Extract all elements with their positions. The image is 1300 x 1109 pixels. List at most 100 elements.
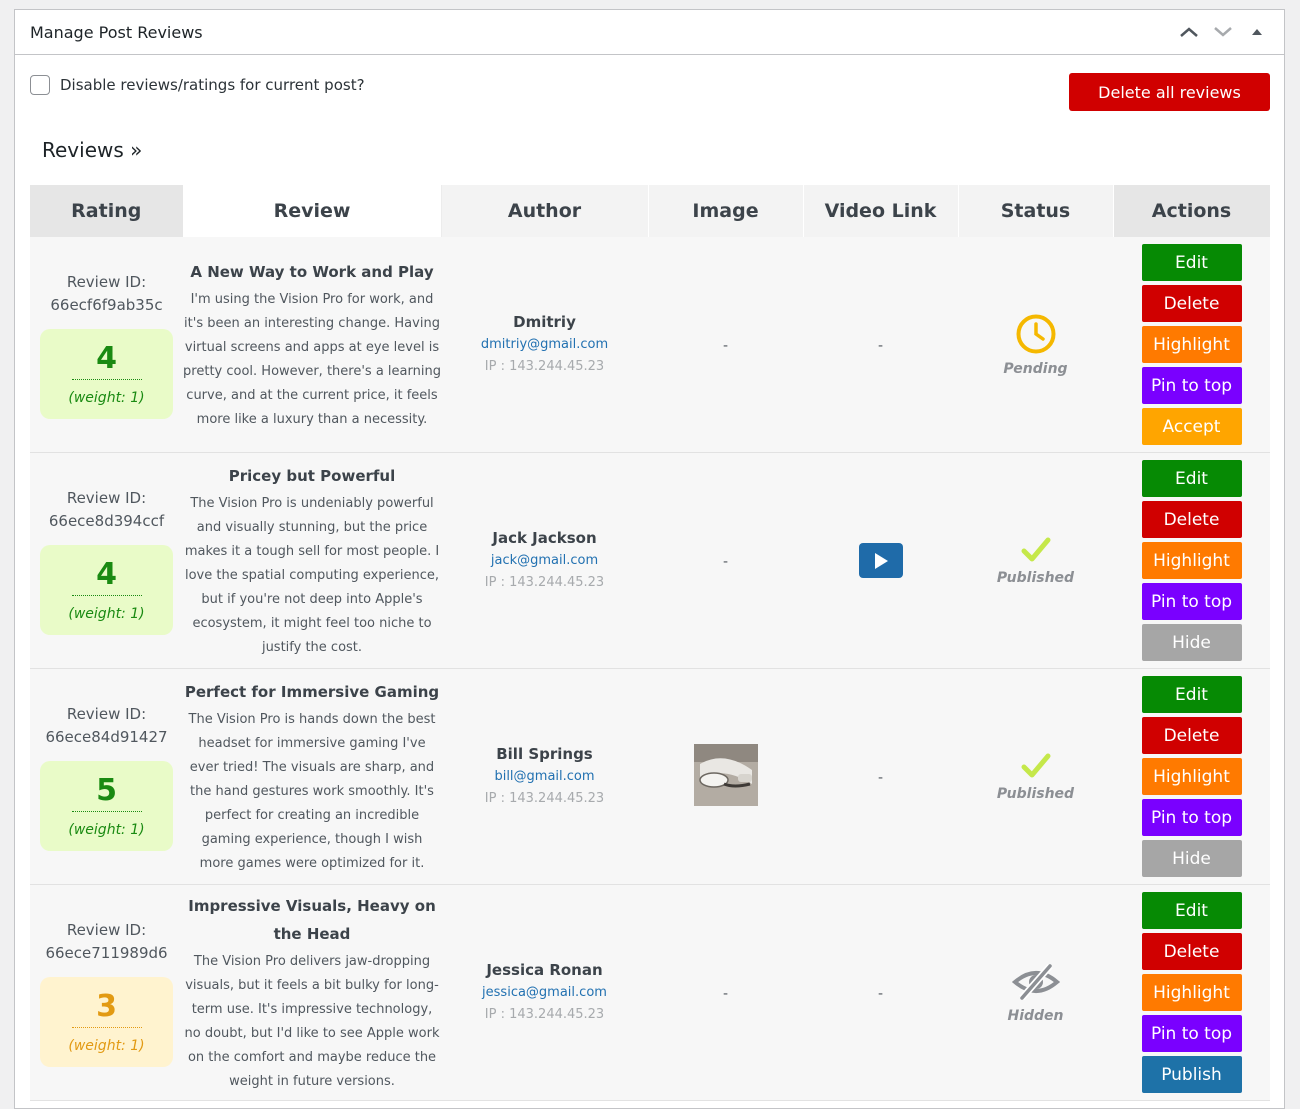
status-label: Published <box>996 569 1075 586</box>
edit-button[interactable]: Edit <box>1141 676 1242 713</box>
disable-reviews-label: Disable reviews/ratings for current post… <box>60 76 365 94</box>
highlight-button[interactable]: Highlight <box>1141 326 1242 363</box>
pin-to-top-button[interactable]: Pin to top <box>1141 1015 1242 1052</box>
edit-button[interactable]: Edit <box>1141 244 1242 281</box>
review-title: Pricey but Powerful <box>228 466 396 485</box>
status-indicator: Hidden <box>958 962 1113 1024</box>
column-header-video-link: Video Link <box>803 185 959 237</box>
delete-all-reviews-button[interactable]: Delete all reviews <box>1069 73 1270 111</box>
author-name: Jessica Ronan <box>486 961 603 979</box>
image-cell: - <box>648 884 803 1101</box>
review-title: Perfect for Immersive Gaming <box>184 682 440 701</box>
rating-box: 5 (weight: 1) <box>40 760 173 851</box>
delete-button[interactable]: Delete <box>1141 717 1242 754</box>
accept-button[interactable]: Accept <box>1141 408 1242 445</box>
status-label: Published <box>996 785 1075 802</box>
rating-value: 4 <box>71 341 142 380</box>
rating-weight: (weight: 1) <box>68 389 145 406</box>
metabox-title: Manage Post Reviews <box>30 22 203 42</box>
author-email-link[interactable]: dmitriy@gmail.com <box>480 337 609 352</box>
review-id: 66ece711989d6 <box>45 943 168 962</box>
author-email-link[interactable]: jessica@gmail.com <box>482 985 607 1000</box>
delete-button[interactable]: Delete <box>1141 285 1242 322</box>
table-row: Review ID: 66ece84d91427 5 (weight: 1) P… <box>30 668 1270 885</box>
author-name: Dmitriy <box>513 313 576 331</box>
toggle-panel-button[interactable] <box>1242 17 1272 47</box>
status-indicator: Pending <box>958 313 1113 377</box>
review-text: The Vision Pro delivers jaw-dropping vis… <box>184 953 440 1089</box>
status-label: Pending <box>1003 360 1068 377</box>
move-down-button[interactable] <box>1208 17 1238 47</box>
review-id: 66ece84d91427 <box>45 727 168 746</box>
review-cell: Impressive Visuals, Heavy on the Head Th… <box>183 884 441 1101</box>
hide-button[interactable]: Hide <box>1141 624 1242 661</box>
edit-button[interactable]: Edit <box>1141 460 1242 497</box>
hide-button[interactable]: Hide <box>1141 840 1242 877</box>
image-empty: - <box>722 338 729 354</box>
status-cell: Pending <box>958 237 1113 453</box>
move-up-button[interactable] <box>1174 17 1204 47</box>
delete-button[interactable]: Delete <box>1141 501 1242 538</box>
edit-button[interactable]: Edit <box>1141 892 1242 929</box>
delete-button[interactable]: Delete <box>1141 933 1242 970</box>
video-cell: - <box>803 884 958 1101</box>
rating-cell: Review ID: 66ece8d394ccf 4 (weight: 1) <box>30 452 183 669</box>
status-indicator: Published <box>958 536 1113 586</box>
image-cell <box>648 668 803 885</box>
image-empty: - <box>722 554 729 570</box>
checkmark-icon <box>1021 753 1050 777</box>
author-email-link[interactable]: bill@gmail.com <box>494 769 595 784</box>
review-cell: Perfect for Immersive Gaming The Vision … <box>183 668 441 885</box>
review-cell: A New Way to Work and Play I'm using the… <box>183 237 441 453</box>
video-empty: - <box>877 770 884 786</box>
author-ip: IP : 143.244.45.23 <box>484 791 605 806</box>
author-cell: Jack Jackson jack@gmail.com IP : 143.244… <box>441 452 648 669</box>
pin-to-top-button[interactable]: Pin to top <box>1141 799 1242 836</box>
highlight-button[interactable]: Highlight <box>1141 542 1242 579</box>
table-row: Review ID: 66ecf6f9ab35c 4 (weight: 1) A… <box>30 237 1270 453</box>
clock-icon <box>1016 314 1055 353</box>
review-text: The Vision Pro is undeniably powerful an… <box>184 495 440 655</box>
headset-image <box>693 743 758 806</box>
rating-cell: Review ID: 66ecf6f9ab35c 4 (weight: 1) <box>30 237 183 453</box>
author-ip: IP : 143.244.45.23 <box>484 1007 605 1022</box>
rating-cell: Review ID: 66ece711989d6 3 (weight: 1) <box>30 884 183 1101</box>
disable-reviews-checkbox[interactable] <box>30 75 50 95</box>
disable-reviews-option[interactable]: Disable reviews/ratings for current post… <box>30 75 365 95</box>
author-name: Jack Jackson <box>492 529 597 547</box>
rating-box: 3 (weight: 1) <box>40 976 173 1067</box>
video-cell: - <box>803 668 958 885</box>
table-header-row: Rating Review Author Image Video Link St… <box>30 185 1271 237</box>
review-title: A New Way to Work and Play <box>190 262 434 281</box>
reviews-table: Rating Review Author Image Video Link St… <box>30 185 1271 1101</box>
highlight-button[interactable]: Highlight <box>1141 974 1242 1011</box>
author-email-link[interactable]: jack@gmail.com <box>490 553 599 568</box>
status-label: Hidden <box>1007 1007 1064 1024</box>
play-video-button[interactable] <box>858 543 903 578</box>
review-id: 66ece8d394ccf <box>48 511 165 530</box>
status-indicator: Published <box>958 752 1113 802</box>
chevron-down-icon <box>1214 27 1232 37</box>
pin-to-top-button[interactable]: Pin to top <box>1141 583 1242 620</box>
rating-weight: (weight: 1) <box>68 821 145 838</box>
image-cell: - <box>648 452 803 669</box>
column-header-rating: Rating <box>30 185 184 237</box>
pin-to-top-button[interactable]: Pin to top <box>1141 367 1242 404</box>
checkmark-icon <box>1021 537 1050 561</box>
metabox-header: Manage Post Reviews <box>15 10 1284 55</box>
author-cell: Bill Springs bill@gmail.com IP : 143.244… <box>441 668 648 885</box>
actions-group: Edit Delete Highlight Pin to top Publish <box>1113 885 1270 1100</box>
review-id-label: Review ID: <box>66 704 147 723</box>
manage-reviews-metabox: Manage Post Reviews Disable reviews/rati… <box>14 9 1285 1109</box>
review-image-thumbnail[interactable] <box>693 743 758 806</box>
publish-button[interactable]: Publish <box>1141 1056 1242 1093</box>
actions-group: Edit Delete Highlight Pin to top Accept <box>1113 237 1270 452</box>
highlight-button[interactable]: Highlight <box>1141 758 1242 795</box>
column-header-author: Author <box>441 185 649 237</box>
video-cell: - <box>803 237 958 453</box>
column-header-actions: Actions <box>1113 185 1271 237</box>
rating-value: 4 <box>71 557 142 596</box>
review-id-label: Review ID: <box>66 272 147 291</box>
eye-slash-icon <box>1011 963 1060 1000</box>
actions-cell: Edit Delete Highlight Pin to top Publish <box>1113 884 1270 1101</box>
